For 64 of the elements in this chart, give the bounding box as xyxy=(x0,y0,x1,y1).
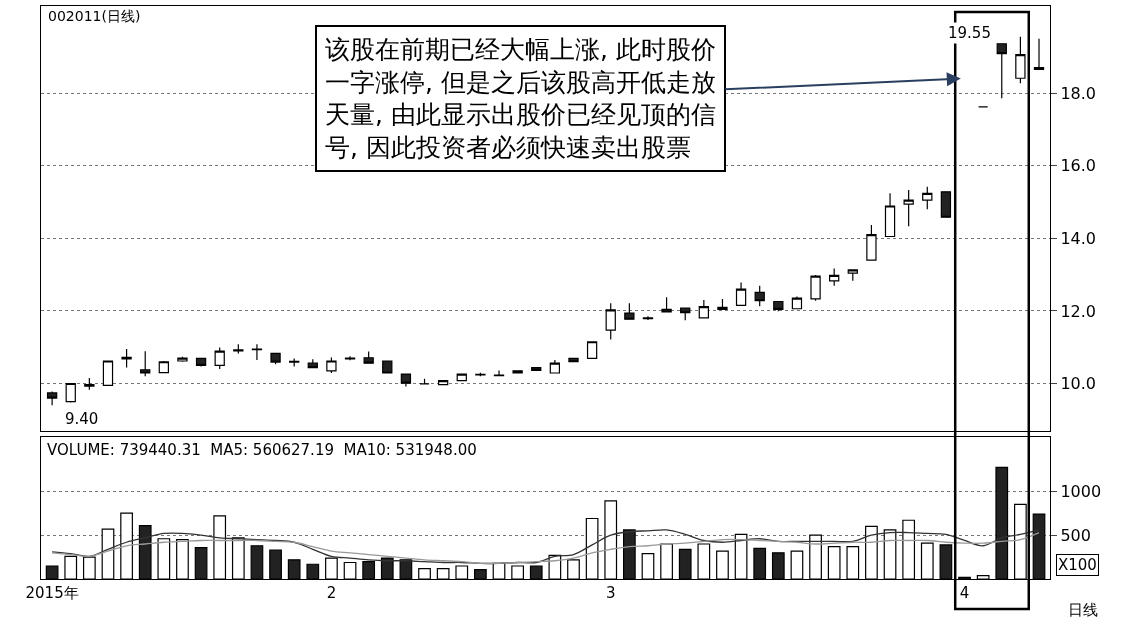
candlestick xyxy=(456,373,467,382)
candlestick xyxy=(996,43,1007,99)
text: 日线 xyxy=(1068,601,1098,619)
candlestick xyxy=(140,350,151,377)
candlestick xyxy=(549,359,561,374)
chart-title: 002011(日线) xyxy=(48,8,141,24)
candlestick xyxy=(65,382,76,403)
candlestick xyxy=(326,356,337,374)
annotation: 该股在前期已经大幅上涨, 此时股价一字涨停, 但是之后该股高开低走放天量, 由此显示出股价已经见顶的信号, 因此投资者必须快速卖出股票 xyxy=(325,35,716,162)
candlestick xyxy=(847,269,858,282)
candlestick xyxy=(251,343,263,361)
candlestick xyxy=(810,274,821,302)
candlestick xyxy=(1033,38,1045,71)
candlestick xyxy=(46,390,58,406)
candlestick xyxy=(661,296,672,313)
candlestick xyxy=(773,300,784,312)
candlestick xyxy=(195,357,207,368)
candlestick xyxy=(1015,36,1026,84)
candlestick xyxy=(698,299,709,319)
candlestick xyxy=(791,295,803,310)
annotation: VOLUME: 739440.31 MA5: 560627.19 MA10: 531948.00 xyxy=(47,441,477,459)
candlestick xyxy=(102,360,114,387)
candlestick xyxy=(754,285,765,307)
y-tick-label: 500 xyxy=(1060,525,1091,545)
candlestick xyxy=(735,282,747,307)
candlestick xyxy=(382,360,393,374)
candlestick xyxy=(903,189,914,227)
candlestick xyxy=(233,343,244,354)
x-tick-label: 2015年 xyxy=(25,584,79,603)
annotation: 9.40 xyxy=(65,410,99,428)
candlestick xyxy=(605,302,616,341)
y-tick-label: 16.0 xyxy=(1060,156,1097,176)
candlestick xyxy=(586,341,598,360)
candlestick xyxy=(84,377,95,391)
y-tick-label: 1000 xyxy=(1060,481,1102,501)
x-tick-label: 3 xyxy=(605,584,616,603)
candlestick xyxy=(642,315,654,321)
candlestick xyxy=(884,192,896,238)
candlestick xyxy=(158,360,169,374)
candlestick xyxy=(363,350,374,364)
candlestick xyxy=(624,302,635,320)
candlestick xyxy=(289,357,300,368)
candlestick xyxy=(922,186,933,210)
y-tick-label: 14.0 xyxy=(1060,228,1097,248)
y-tick-label: 12.0 xyxy=(1060,301,1097,321)
candlestick xyxy=(270,352,281,365)
x-tick-label: 2 xyxy=(326,584,337,603)
annotation: 19.55 xyxy=(948,24,991,42)
candlestick xyxy=(419,378,430,385)
candlestick xyxy=(121,348,132,369)
candlestick xyxy=(214,346,225,370)
candlestick xyxy=(680,307,691,321)
y-tick-label: 18.0 xyxy=(1060,83,1097,103)
candlestick xyxy=(512,370,523,374)
x-tick-label: 4 xyxy=(959,584,970,603)
candlestick xyxy=(717,298,728,311)
candlestick xyxy=(829,267,840,287)
candlestick xyxy=(866,224,877,261)
candlestick xyxy=(177,356,188,363)
candlestick xyxy=(400,373,412,388)
text: X100 xyxy=(1058,556,1097,574)
candlestick xyxy=(940,190,952,218)
candlestick xyxy=(344,355,356,361)
y-tick-label: 10.0 xyxy=(1060,374,1097,394)
